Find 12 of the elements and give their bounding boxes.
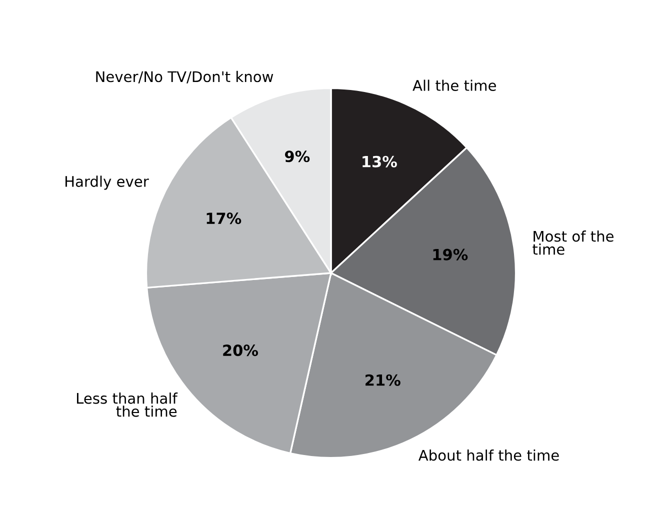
data-label: 13% bbox=[362, 156, 397, 168]
slice-label: About half the time bbox=[418, 449, 559, 461]
data-label: 20% bbox=[223, 344, 258, 356]
slice-label: Most of the time bbox=[532, 230, 614, 255]
data-label: 21% bbox=[366, 374, 400, 386]
slice-label: All the time bbox=[412, 80, 496, 92]
slice-label: Never/No TV/Don't know bbox=[96, 70, 274, 84]
data-label: 17% bbox=[206, 212, 242, 224]
slice-label: Less than half the time bbox=[76, 392, 178, 417]
slice-label: Hardly ever bbox=[66, 176, 149, 190]
data-label: 9% bbox=[284, 150, 310, 162]
data-label: 19% bbox=[433, 248, 468, 260]
